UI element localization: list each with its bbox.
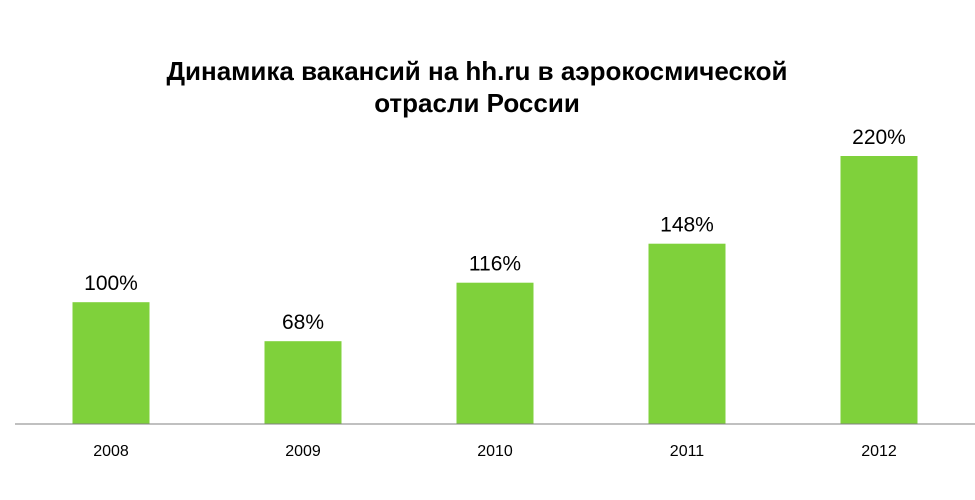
bar-2012 — [840, 156, 918, 424]
x-tick-labels-layer: 2008 2009 2010 2011 2012 — [93, 443, 897, 460]
value-label-2009: 68% — [282, 311, 324, 334]
bar-2008 — [72, 302, 150, 424]
x-tick-label-2010: 2010 — [477, 443, 513, 460]
x-tick-label-2011: 2011 — [670, 443, 705, 460]
value-label-2011: 148% — [660, 214, 714, 237]
x-tick-label-2008: 2008 — [93, 443, 129, 460]
bars-layer — [72, 156, 918, 424]
bar-2009 — [264, 341, 342, 424]
chart-title-line-1: Динамика вакансий на hh.ru в аэрокосмиче… — [167, 56, 788, 86]
value-label-2008: 100% — [84, 272, 138, 295]
value-label-2010: 116% — [469, 253, 521, 276]
value-labels-layer: 100% 68% 116% 148% 220% — [84, 126, 906, 334]
bar-2010 — [456, 282, 534, 424]
chart-title-line-2: отрасли России — [374, 88, 580, 118]
value-label-2012: 220% — [852, 126, 906, 149]
x-tick-label-2009: 2009 — [285, 443, 321, 460]
bar-2011 — [648, 243, 726, 424]
x-tick-label-2012: 2012 — [861, 443, 897, 460]
